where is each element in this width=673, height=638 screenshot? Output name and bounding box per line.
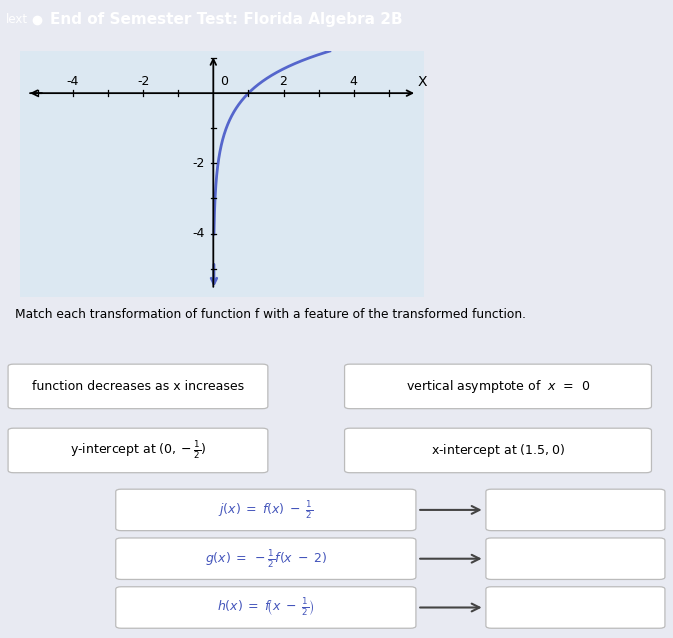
FancyBboxPatch shape [486,587,665,628]
Text: Match each transformation of function f with a feature of the transformed functi: Match each transformation of function f … [15,308,526,321]
Text: 2: 2 [279,75,287,88]
FancyBboxPatch shape [116,587,416,628]
FancyBboxPatch shape [486,538,665,579]
Text: -2: -2 [137,75,149,88]
Text: y-intercept at $(0, -\frac{1}{2})$: y-intercept at $(0, -\frac{1}{2})$ [70,440,206,461]
Text: $j(x)\;=\;f(x)\;-\;\frac{1}{2}$: $j(x)\;=\;f(x)\;-\;\frac{1}{2}$ [218,499,314,521]
Text: function decreases as x increases: function decreases as x increases [32,380,244,393]
FancyBboxPatch shape [116,538,416,579]
Text: $g(x)\;=\;-\frac{1}{2}f(x\;-\;2)$: $g(x)\;=\;-\frac{1}{2}f(x\;-\;2)$ [205,548,327,570]
FancyBboxPatch shape [486,489,665,531]
Text: vertical asymptote of  $x$  =  0: vertical asymptote of $x$ = 0 [406,378,590,395]
Text: -4: -4 [67,75,79,88]
FancyBboxPatch shape [116,489,416,531]
Text: x-intercept at $(1.5, 0)$: x-intercept at $(1.5, 0)$ [431,442,565,459]
FancyBboxPatch shape [8,364,268,409]
Text: lext: lext [5,13,28,26]
Text: X: X [417,75,427,89]
Text: 4: 4 [350,75,358,88]
Text: End of Semester Test: Florida Algebra 2B: End of Semester Test: Florida Algebra 2B [50,12,403,27]
Text: 0: 0 [219,75,227,88]
FancyBboxPatch shape [345,428,651,473]
FancyBboxPatch shape [345,364,651,409]
Text: -2: -2 [192,157,205,170]
Text: -4: -4 [192,227,205,240]
FancyBboxPatch shape [8,428,268,473]
Text: $h(x)\;=\;f\!\left(x\;-\;\frac{1}{2}\right)$: $h(x)\;=\;f\!\left(x\;-\;\frac{1}{2}\rig… [217,597,315,618]
